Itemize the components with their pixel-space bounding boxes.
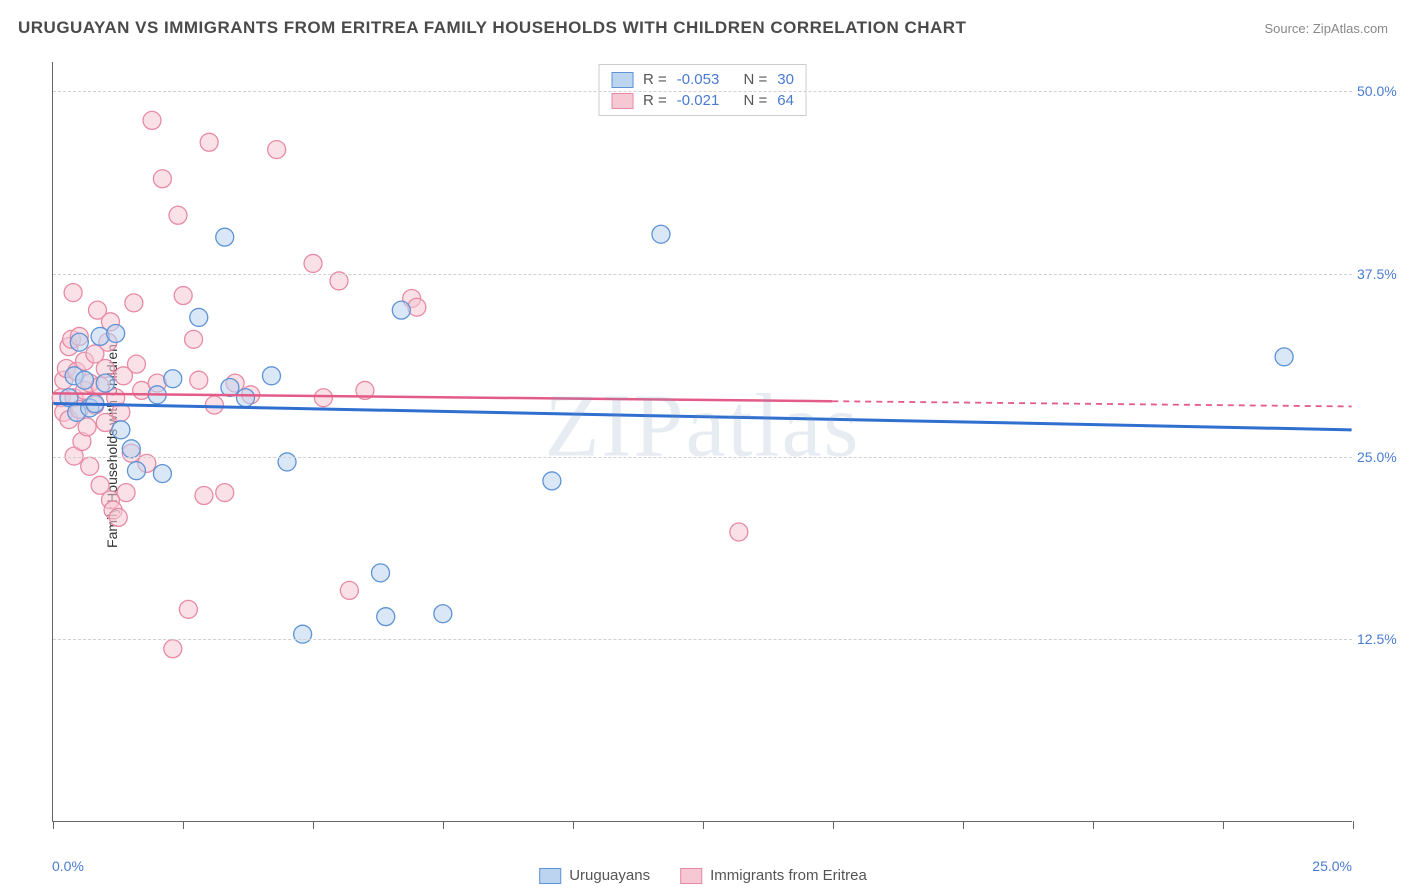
x-tick: [183, 821, 184, 829]
source-attribution: Source: ZipAtlas.com: [1264, 21, 1388, 36]
scatter-point: [81, 457, 99, 475]
r-label: R =: [643, 92, 667, 109]
y-tick-label: 12.5%: [1357, 631, 1406, 647]
scatter-point: [117, 484, 135, 502]
scatter-point: [153, 465, 171, 483]
chart-title: URUGUAYAN VS IMMIGRANTS FROM ERITREA FAM…: [18, 18, 966, 38]
scatter-point: [434, 605, 452, 623]
x-tick: [1223, 821, 1224, 829]
scatter-point: [195, 487, 213, 505]
swatch-blue: [539, 868, 561, 884]
scatter-point: [125, 294, 143, 312]
n-label: N =: [744, 71, 768, 88]
correlation-legend: R = -0.053 N = 30 R = -0.021 N = 64: [598, 64, 807, 116]
trend-line: [53, 404, 1351, 430]
scatter-point: [70, 333, 88, 351]
scatter-point: [216, 484, 234, 502]
gridline-h: [53, 274, 1352, 275]
scatter-point: [200, 133, 218, 151]
scatter-point: [127, 355, 145, 373]
scatter-point: [1275, 348, 1293, 366]
y-tick-label: 25.0%: [1357, 449, 1406, 465]
scatter-point: [408, 298, 426, 316]
n-value-blue: 30: [777, 71, 794, 88]
scatter-point: [122, 440, 140, 458]
scatter-point: [216, 228, 234, 246]
legend-label: Uruguayans: [569, 867, 650, 884]
swatch-blue: [611, 72, 633, 88]
y-tick-label: 37.5%: [1357, 266, 1406, 282]
x-tick: [573, 821, 574, 829]
gridline-h: [53, 639, 1352, 640]
r-label: R =: [643, 71, 667, 88]
x-tick: [53, 821, 54, 829]
x-tick: [833, 821, 834, 829]
n-label: N =: [744, 92, 768, 109]
scatter-point: [179, 600, 197, 618]
scatter-point: [392, 301, 410, 319]
scatter-point: [169, 206, 187, 224]
chart-plot-area: R = -0.053 N = 30 R = -0.021 N = 64 ZIPa…: [52, 62, 1352, 822]
y-tick-label: 50.0%: [1357, 83, 1406, 99]
scatter-point: [377, 608, 395, 626]
scatter-point: [107, 325, 125, 343]
x-axis-max-label: 25.0%: [1312, 858, 1352, 874]
scatter-point: [543, 472, 561, 490]
legend-row-pink: R = -0.021 N = 64: [611, 90, 794, 111]
scatter-point: [268, 141, 286, 159]
scatter-point: [91, 327, 109, 345]
swatch-pink: [611, 93, 633, 109]
x-tick: [703, 821, 704, 829]
scatter-point: [294, 625, 312, 643]
plot-svg: [53, 62, 1352, 821]
gridline-h: [53, 457, 1352, 458]
scatter-point: [127, 462, 145, 480]
scatter-point: [164, 370, 182, 388]
x-tick: [443, 821, 444, 829]
scatter-point: [314, 389, 332, 407]
scatter-point: [153, 170, 171, 188]
r-value-pink: -0.021: [677, 92, 720, 109]
x-tick: [1093, 821, 1094, 829]
scatter-point: [221, 379, 239, 397]
swatch-pink: [680, 868, 702, 884]
scatter-point: [652, 225, 670, 243]
series-legend: Uruguayans Immigrants from Eritrea: [539, 867, 867, 884]
legend-row-blue: R = -0.053 N = 30: [611, 69, 794, 90]
scatter-point: [730, 523, 748, 541]
n-value-pink: 64: [777, 92, 794, 109]
legend-item-uruguayans: Uruguayans: [539, 867, 650, 884]
legend-label: Immigrants from Eritrea: [710, 867, 867, 884]
scatter-point: [237, 389, 255, 407]
trend-line: [53, 393, 832, 401]
scatter-point: [112, 421, 130, 439]
gridline-h: [53, 91, 1352, 92]
scatter-point: [109, 508, 127, 526]
scatter-point: [143, 111, 161, 129]
scatter-point: [205, 396, 223, 414]
scatter-point: [185, 330, 203, 348]
r-value-blue: -0.053: [677, 71, 720, 88]
legend-item-eritrea: Immigrants from Eritrea: [680, 867, 867, 884]
scatter-point: [340, 581, 358, 599]
scatter-point: [96, 374, 114, 392]
scatter-point: [64, 284, 82, 302]
scatter-point: [304, 254, 322, 272]
trend-line: [832, 401, 1351, 406]
x-axis-min-label: 0.0%: [52, 858, 84, 874]
scatter-point: [174, 287, 192, 305]
scatter-point: [190, 308, 208, 326]
x-tick: [313, 821, 314, 829]
scatter-point: [76, 371, 94, 389]
scatter-point: [372, 564, 390, 582]
scatter-point: [262, 367, 280, 385]
x-tick: [963, 821, 964, 829]
x-tick: [1353, 821, 1354, 829]
scatter-point: [190, 371, 208, 389]
scatter-point: [164, 640, 182, 658]
